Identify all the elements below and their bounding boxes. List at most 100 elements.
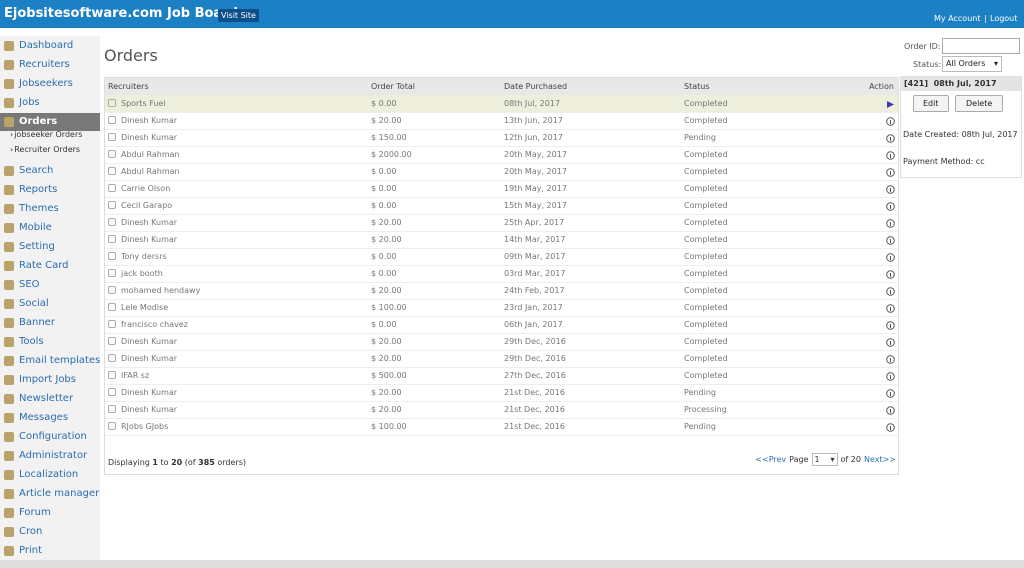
- menu-item[interactable]: Social: [0, 295, 100, 313]
- menu-item[interactable]: Reports: [0, 181, 100, 199]
- delete-button[interactable]: Delete: [955, 95, 1004, 112]
- action-icon[interactable]: [886, 234, 895, 245]
- table-row[interactable]: Dinesh Kumar $ 20.00 21st Dec, 2016 Pending: [105, 384, 898, 402]
- menu-item[interactable]: Forum: [0, 504, 100, 522]
- row-icon: [108, 99, 116, 107]
- row-icon: [108, 235, 116, 243]
- table-row[interactable]: Dinesh Kumar $ 20.00 29th Dec, 2016 Complet…: [105, 333, 898, 351]
- table-row[interactable]: Abdul Rahman $ 2000.00 20th May, 2017 Compl…: [105, 146, 898, 164]
- action-icon[interactable]: [886, 200, 895, 211]
- action-icon[interactable]: [886, 302, 895, 313]
- action-icon[interactable]: [886, 421, 895, 432]
- action-icon[interactable]: [886, 115, 895, 126]
- action-icon[interactable]: [886, 353, 895, 364]
- table-row[interactable]: Carrie Olson $ 0.00 19th May, 2017 Complete…: [105, 180, 898, 198]
- menu-label: Search: [19, 165, 54, 176]
- table-row[interactable]: Cecil Garapo $ 0.00 15th May, 2017 Complete…: [105, 197, 898, 215]
- menu-icon: [4, 356, 14, 366]
- menu-item[interactable]: Print: [0, 542, 100, 560]
- action-icon[interactable]: [886, 183, 895, 194]
- menu-label: SEO: [19, 279, 40, 290]
- table-row[interactable]: Dinesh Kumar $ 20.00 29th Dec, 2016 Complet…: [105, 350, 898, 368]
- menu-item[interactable]: Mobile: [0, 219, 100, 237]
- menu-item[interactable]: Messages: [0, 409, 100, 427]
- row-icon: [108, 354, 116, 362]
- menu-item[interactable]: Rate Card: [0, 257, 100, 275]
- action-icon[interactable]: [886, 268, 895, 279]
- action-icon[interactable]: [886, 98, 895, 108]
- action-icon[interactable]: [886, 387, 895, 398]
- table-row[interactable]: mohamed hendawy $ 20.00 24th Feb, 2017 Comp…: [105, 282, 898, 300]
- date-purchased: 03rd Mar, 2017: [504, 269, 566, 278]
- menu-item[interactable]: Orders: [0, 113, 100, 131]
- submenu-item[interactable]: ›jobseeker Orders: [10, 130, 83, 139]
- menu-item[interactable]: Newsletter: [0, 390, 100, 408]
- table-row[interactable]: Tony dersrs $ 0.00 09th Mar, 2017 Completed: [105, 248, 898, 266]
- order-id-input[interactable]: [942, 38, 1020, 54]
- table-row[interactable]: RJobs GJobs $ 100.00 21st Dec, 2016 Pending: [105, 418, 898, 436]
- status-select[interactable]: All Orders ▾: [942, 56, 1002, 72]
- my-account-link[interactable]: My Account: [934, 14, 981, 23]
- visit-site-link[interactable]: Visit Site: [218, 9, 259, 22]
- display-count: to: [157, 458, 172, 467]
- order-total: $ 0.00: [371, 201, 397, 210]
- status: Completed: [684, 303, 728, 312]
- table-row[interactable]: Dinesh Kumar $ 150.00 12th Jun, 2017 Pendin…: [105, 129, 898, 147]
- menu-item[interactable]: Localization: [0, 466, 100, 484]
- menu-item[interactable]: Setting: [0, 238, 100, 256]
- info-icon: [886, 236, 895, 245]
- logout-link[interactable]: Logout: [990, 14, 1018, 23]
- menu-icon: [4, 166, 14, 176]
- page-select[interactable]: 1 ▾: [811, 453, 838, 466]
- menu-item[interactable]: SEO: [0, 276, 100, 294]
- menu-item[interactable]: Configuration: [0, 428, 100, 446]
- menu-item[interactable]: Tools: [0, 333, 100, 351]
- table-row[interactable]: Lele Modise $ 100.00 23rd Jan, 2017 Complet…: [105, 299, 898, 317]
- action-icon[interactable]: [886, 404, 895, 415]
- action-icon[interactable]: [886, 217, 895, 228]
- status: Completed: [684, 235, 728, 244]
- menu-item[interactable]: Email templates: [0, 352, 100, 370]
- table-row[interactable]: Dinesh Kumar $ 20.00 13th Jun, 2017 Complet…: [105, 112, 898, 130]
- table-row[interactable]: Abdul Rahman $ 0.00 20th May, 2017 Complete…: [105, 163, 898, 181]
- edit-button[interactable]: Edit: [913, 95, 949, 112]
- menu-icon: [4, 337, 14, 347]
- menu-label: Article manager: [19, 488, 100, 499]
- action-icon[interactable]: [886, 285, 895, 296]
- table-row[interactable]: IFAR sz $ 500.00 27th Dec, 2016 Completed: [105, 367, 898, 385]
- menu-item[interactable]: Jobs: [0, 94, 100, 112]
- menu-item[interactable]: Cron: [0, 523, 100, 541]
- action-icon[interactable]: [886, 319, 895, 330]
- display-count: 1: [152, 458, 158, 467]
- action-icon[interactable]: [886, 370, 895, 381]
- menu-icon: [4, 242, 14, 252]
- table-row[interactable]: Dinesh Kumar $ 20.00 21st Dec, 2016 Process…: [105, 401, 898, 419]
- table-row[interactable]: francisco chavez $ 0.00 06th Jan, 2017 Comp…: [105, 316, 898, 334]
- table-row[interactable]: jack booth $ 0.00 03rd Mar, 2017 Completed: [105, 265, 898, 283]
- action-icon[interactable]: [886, 336, 895, 347]
- order-total: $ 20.00: [371, 286, 402, 295]
- menu-item[interactable]: Recruiters: [0, 56, 100, 74]
- menu-item[interactable]: Search: [0, 162, 100, 180]
- action-icon[interactable]: [886, 251, 895, 262]
- action-icon[interactable]: [886, 149, 895, 160]
- table-row[interactable]: Sports Fuel $ 0.00 08th Jul, 2017 Completed: [105, 95, 898, 113]
- order-details-box: [421] 08th Jul, 2017 Edit Delete Date Cr…: [900, 76, 1022, 178]
- menu-item[interactable]: Themes: [0, 200, 100, 218]
- table-row[interactable]: Dinesh Kumar $ 20.00 25th Apr, 2017 Complet…: [105, 214, 898, 232]
- status: Completed: [684, 354, 728, 363]
- menu-item[interactable]: Dashboard: [0, 37, 100, 55]
- action-icon[interactable]: [886, 166, 895, 177]
- table-row[interactable]: Dinesh Kumar $ 20.00 14th Mar, 2017 Complet…: [105, 231, 898, 249]
- prev-link[interactable]: <<Prev: [755, 455, 787, 464]
- date-purchased: 21st Dec, 2016: [504, 405, 565, 414]
- menu-item[interactable]: Import Jobs: [0, 371, 100, 389]
- action-icon[interactable]: [886, 132, 895, 143]
- next-link[interactable]: Next>>: [863, 455, 896, 464]
- bottom-bar: [0, 560, 1024, 568]
- menu-item[interactable]: Jobseekers: [0, 75, 100, 93]
- submenu-item[interactable]: ›Recruiter Orders: [10, 145, 81, 154]
- menu-item[interactable]: Article manager: [0, 485, 100, 503]
- menu-item[interactable]: Banner: [0, 314, 100, 332]
- menu-item[interactable]: Administrator: [0, 447, 100, 465]
